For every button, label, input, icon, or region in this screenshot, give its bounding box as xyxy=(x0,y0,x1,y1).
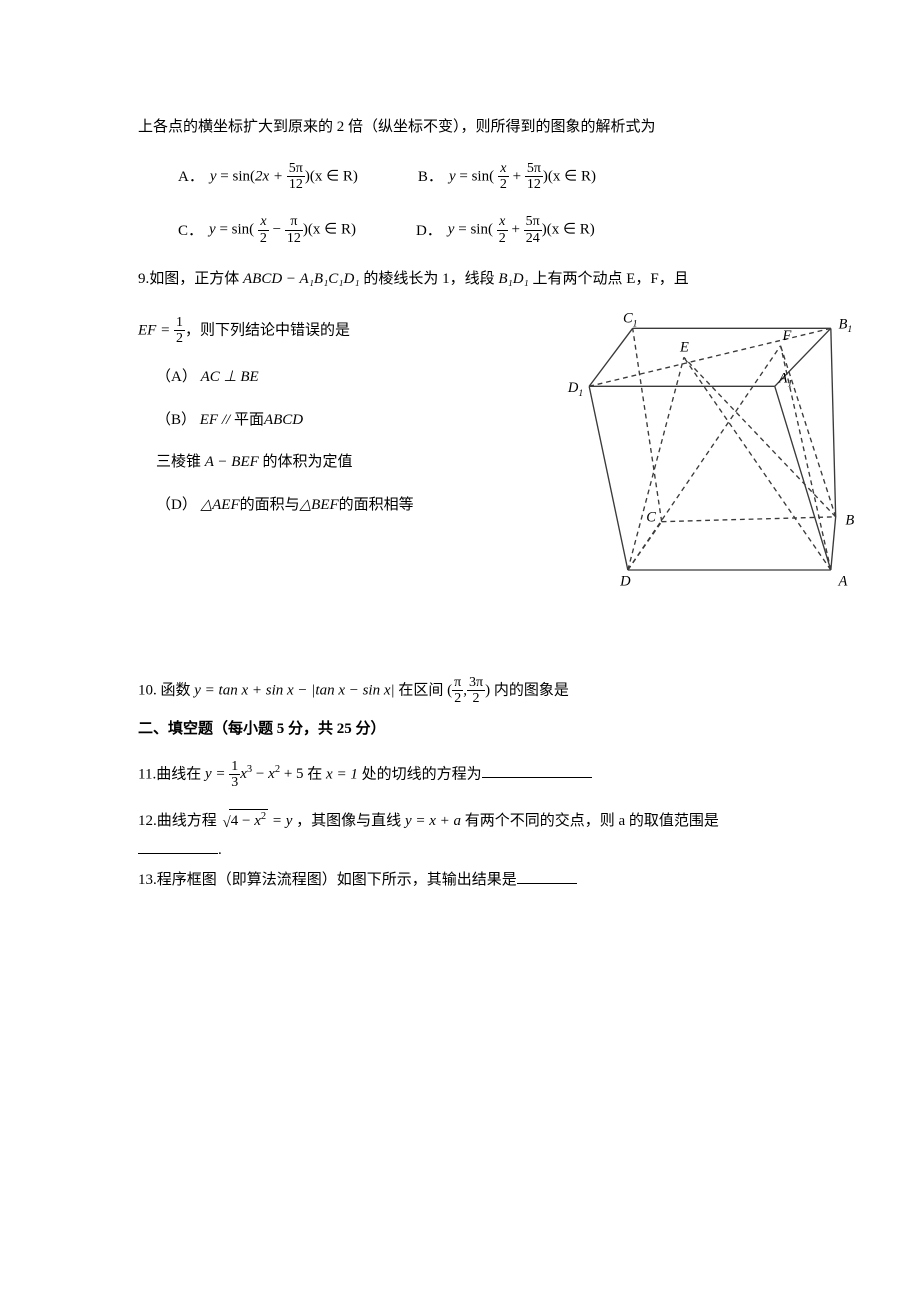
q9-opt-d: （D） △AEF的面积与△BEF的面积相等 xyxy=(156,494,550,517)
q12-line: 12.曲线方程 4 − x2 = y ，其图像与直线 y = x + a 有两个… xyxy=(138,809,860,833)
answer-blank[interactable] xyxy=(517,868,577,884)
exam-page: 上各点的横坐标扩大到原来的 2 倍（纵坐标不变），则所得到的图象的解析式为 A．… xyxy=(0,0,920,937)
q8-opt-b: B． y = sin( x2 + 5π12)(x ∈ R) xyxy=(418,161,596,193)
formula: y = sin( x2 + 5π12)(x ∈ R) xyxy=(449,161,596,193)
cube-diagram: DACBD1A1C1B1EF xyxy=(560,309,860,599)
opt-label: A． xyxy=(178,166,204,193)
opt-label: C． xyxy=(178,220,203,247)
svg-text:E: E xyxy=(679,339,689,355)
svg-text:B1: B1 xyxy=(839,316,853,335)
q11-line: 11.曲线在 y = 13x3 − x2 + 5 在 x = 1 处的切线的方程… xyxy=(138,759,860,791)
section-2-header: 二、填空题（每小题 5 分，共 25 分） xyxy=(138,718,860,741)
q12-blank-line: . xyxy=(138,838,860,862)
formula: y = sin( x2 + 5π24)(x ∈ R) xyxy=(448,214,595,246)
q8-stem: 上各点的横坐标扩大到原来的 2 倍（纵坐标不变），则所得到的图象的解析式为 xyxy=(138,116,860,139)
q11-formula: y = 13x3 − x2 + 5 xyxy=(205,766,307,782)
svg-text:F: F xyxy=(782,327,792,343)
cube-name: ABCD − A₁B₁C₁D₁ xyxy=(243,271,360,287)
q8-opt-a: A． y = sin(2x + 5π12)(x ∈ R) xyxy=(178,161,358,193)
svg-text:A: A xyxy=(838,573,848,589)
q9-options: （A） AC ⊥ BE （B） EF // 平面ABCD 三棱锥 A − BEF… xyxy=(138,366,550,516)
spacer xyxy=(138,599,860,669)
q13-line: 13.程序框图（即算法流程图）如图下所示，其输出结果是 xyxy=(138,868,860,892)
q9-opt-a: （A） AC ⊥ BE xyxy=(156,366,550,389)
q9-left-col: EF = 12，则下列结论中错误的是 （A） AC ⊥ BE （B） EF //… xyxy=(138,309,560,537)
q9-opt-c: 三棱锥 A − BEF 的体积为定值 xyxy=(156,451,550,474)
q8-row2: C． y = sin( x2 − π12)(x ∈ R) D． y = sin(… xyxy=(178,214,860,246)
segment-name: B₁D₁ xyxy=(498,271,528,287)
opt-label: D． xyxy=(416,220,442,247)
q12-sqrt: 4 − x2 xyxy=(221,809,269,833)
q9-opt-b: （B） EF // 平面ABCD xyxy=(156,409,550,432)
q8-row1: A． y = sin(2x + 5π12)(x ∈ R) B． y = sin(… xyxy=(178,161,860,193)
svg-text:B: B xyxy=(845,512,854,528)
q8-opt-d: D． y = sin( x2 + 5π24)(x ∈ R) xyxy=(416,214,595,246)
q9-num: 9. xyxy=(138,271,149,287)
answer-blank[interactable] xyxy=(138,838,218,854)
formula: y = sin(2x + 5π12)(x ∈ R) xyxy=(210,161,358,193)
q8-opt-c: C． y = sin( x2 − π12)(x ∈ R) xyxy=(178,214,356,246)
answer-blank[interactable] xyxy=(482,762,592,778)
q10-line: 10. 函数 y = tan x + sin x − |tan x − sin … xyxy=(138,675,860,707)
svg-text:D: D xyxy=(619,573,631,589)
q9-stem-line1: 9.如图，正方体 ABCD − A₁B₁C₁D₁ 的棱线长为 1，线段 B₁D₁… xyxy=(138,268,860,291)
svg-text:C1: C1 xyxy=(623,310,638,329)
formula: y = sin( x2 − π12)(x ∈ R) xyxy=(209,214,356,246)
q9-ef-line: EF = 12，则下列结论中错误的是 xyxy=(138,315,550,347)
svg-text:C: C xyxy=(646,509,656,525)
opt-label: B． xyxy=(418,166,443,193)
q9-body: EF = 12，则下列结论中错误的是 （A） AC ⊥ BE （B） EF //… xyxy=(138,309,860,599)
svg-text:D1: D1 xyxy=(567,380,583,399)
